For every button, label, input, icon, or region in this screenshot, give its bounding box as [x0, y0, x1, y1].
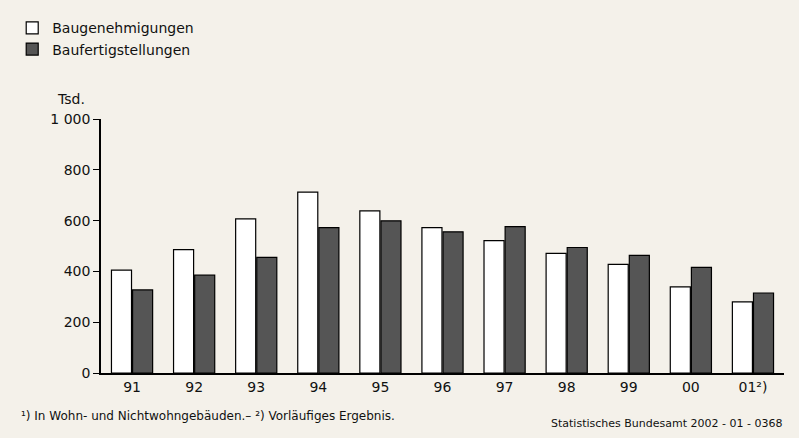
svg-text:01²): 01²) — [739, 379, 768, 395]
svg-text:00: 00 — [682, 379, 700, 395]
svg-text:600: 600 — [64, 213, 91, 229]
svg-text:97: 97 — [496, 379, 514, 395]
svg-text:Baufertigstellungen: Baufertigstellungen — [52, 42, 190, 58]
svg-text:Tsd.: Tsd. — [57, 91, 85, 107]
svg-text:¹) In Wohn- und Nichtwohngebäu: ¹) In Wohn- und Nichtwohngebäuden.– ²) V… — [21, 409, 395, 423]
svg-text:400: 400 — [64, 263, 91, 279]
svg-text:800: 800 — [64, 162, 91, 178]
svg-text:200: 200 — [64, 314, 91, 330]
svg-text:94: 94 — [309, 379, 327, 395]
svg-text:99: 99 — [620, 379, 638, 395]
svg-text:95: 95 — [371, 379, 389, 395]
svg-text:0: 0 — [82, 365, 91, 381]
svg-text:1 000: 1 000 — [50, 111, 90, 127]
svg-text:92: 92 — [185, 379, 203, 395]
svg-text:93: 93 — [247, 379, 265, 395]
svg-text:Baugenehmigungen: Baugenehmigungen — [52, 20, 193, 36]
svg-text:91: 91 — [123, 379, 141, 395]
svg-text:98: 98 — [558, 379, 576, 395]
svg-text:96: 96 — [434, 379, 452, 395]
svg-text:Statistisches Bundesamt 2002 -: Statistisches Bundesamt 2002 - 01 - 0368 — [551, 417, 782, 430]
